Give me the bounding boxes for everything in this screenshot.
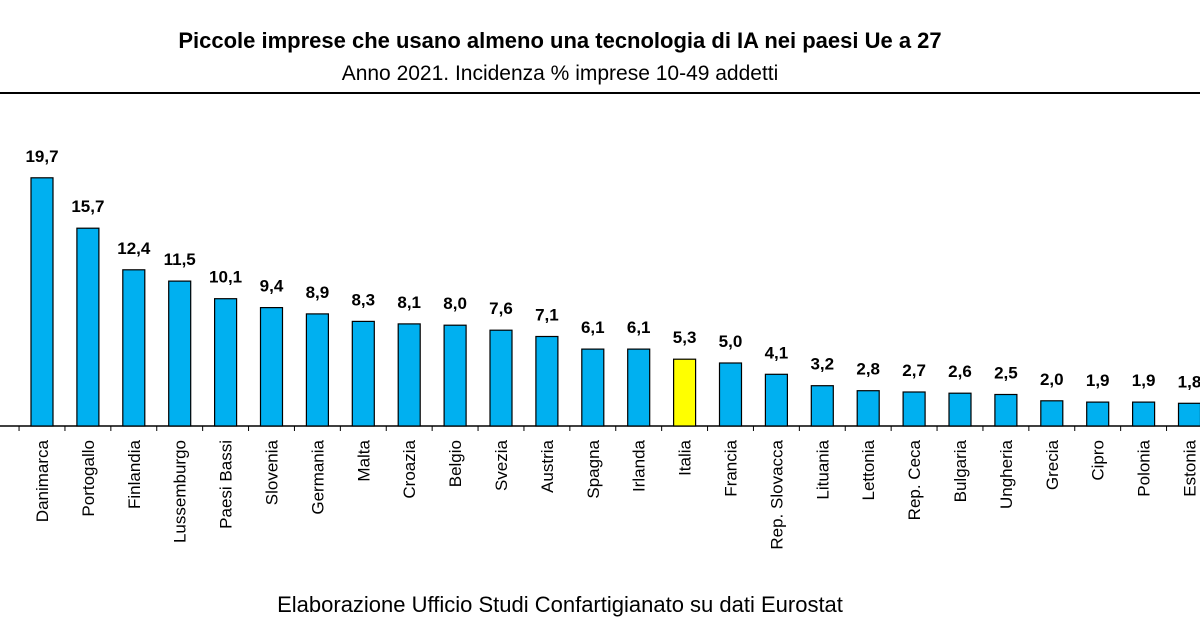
top-frame-line <box>0 92 1200 94</box>
bar <box>30 177 54 427</box>
bar <box>627 348 651 427</box>
bar-value-label: 8,1 <box>397 293 421 312</box>
bar-value-label: 6,1 <box>581 318 605 337</box>
bar-value-label: 2,6 <box>948 362 972 381</box>
bar <box>305 313 329 427</box>
category-label: Finlandia <box>125 439 144 509</box>
bar-value-label: 8,0 <box>443 294 467 313</box>
bar <box>764 373 789 427</box>
category-label: Italia <box>676 439 695 475</box>
bar <box>214 298 238 427</box>
bar-highlighted <box>672 358 697 427</box>
bar-value-label: 8,3 <box>351 290 375 309</box>
category-label: Cipro <box>1089 440 1108 481</box>
bar-value-label: 10,1 <box>209 268 242 287</box>
bar-value-label: 4,1 <box>765 343 789 362</box>
bar-value-label: 5,3 <box>673 328 697 347</box>
category-label: Estonia <box>1181 439 1200 496</box>
category-label: Belgio <box>446 440 465 487</box>
category-label: Rep. Ceca <box>905 439 924 520</box>
bar <box>1086 401 1110 427</box>
category-label: Grecia <box>1043 439 1062 490</box>
bar-value-label: 2,0 <box>1040 370 1064 389</box>
category-label: Francia <box>722 439 741 496</box>
bar <box>259 307 284 427</box>
bar <box>168 280 192 427</box>
bar <box>948 392 972 427</box>
bar-value-label: 11,5 <box>164 250 196 269</box>
category-label: Lituania <box>813 439 832 499</box>
bar-value-label: 12,4 <box>117 239 151 258</box>
chart-title: Piccole imprese che usano almeno una tec… <box>178 28 942 53</box>
bar-value-label: 8,9 <box>306 283 330 302</box>
bar-value-label: 2,7 <box>902 361 926 380</box>
bar-value-label: 5,0 <box>719 332 743 351</box>
bar-chart: 19,7 15,7 12,4 11,5 10,1 9,4 8,9 8,3 8,1 8,0 7,6 7,… <box>0 147 1200 550</box>
bar <box>1040 400 1064 427</box>
bar <box>351 320 375 427</box>
chart-subtitle: Anno 2021. Incidenza % imprese 10-49 add… <box>341 62 779 85</box>
category-label: Svezia <box>492 439 511 491</box>
bar <box>581 348 605 427</box>
category-label: Germania <box>308 439 327 514</box>
bar-value-label: 2,8 <box>856 360 880 379</box>
bar-value-label: 6,1 <box>627 318 651 337</box>
category-label: Spagna <box>584 439 603 498</box>
category-label: Danimarca <box>33 439 52 522</box>
category-label: Paesi Bassi <box>217 440 236 529</box>
bar <box>122 269 146 427</box>
bar-value-label: 7,1 <box>535 306 559 325</box>
bar <box>489 329 513 427</box>
bar-value-label: 15,7 <box>71 197 104 216</box>
bar <box>76 227 100 427</box>
bar-value-label: 2,5 <box>994 364 1018 383</box>
bar-value-label: 1,9 <box>1132 371 1156 390</box>
category-label: Ungheria <box>997 439 1016 509</box>
bar <box>443 324 467 427</box>
category-label: Polonia <box>1135 439 1154 496</box>
category-label: Lettonia <box>859 439 878 500</box>
bar <box>718 362 743 427</box>
source-note: Elaborazione Ufficio Studi Confartigiana… <box>277 592 843 617</box>
category-label: Rep. Slovacca <box>767 439 786 549</box>
bar-value-label: 19,7 <box>25 147 58 166</box>
bar-value-label: 1,8 <box>1178 372 1200 391</box>
bar-value-label: 3,2 <box>810 355 834 374</box>
category-label: Austria <box>538 439 557 492</box>
bar <box>856 390 880 427</box>
category-label: Irlanda <box>630 439 649 492</box>
bar <box>994 393 1018 427</box>
bar <box>810 385 834 427</box>
bar <box>1177 402 1200 427</box>
category-label: Malta <box>354 439 373 481</box>
category-label: Portogallo <box>79 440 98 517</box>
bar <box>535 335 559 427</box>
bar-value-label: 7,6 <box>489 299 513 318</box>
bar-value-label: 9,4 <box>260 277 284 296</box>
bar <box>397 323 421 427</box>
bar <box>902 391 926 427</box>
category-label: Lussemburgo <box>171 440 190 543</box>
category-label: Croazia <box>400 439 419 498</box>
category-label: Slovenia <box>263 439 282 505</box>
bar-value-label: 1,9 <box>1086 371 1110 390</box>
category-label: Bulgaria <box>951 439 970 502</box>
bar <box>1131 401 1156 427</box>
